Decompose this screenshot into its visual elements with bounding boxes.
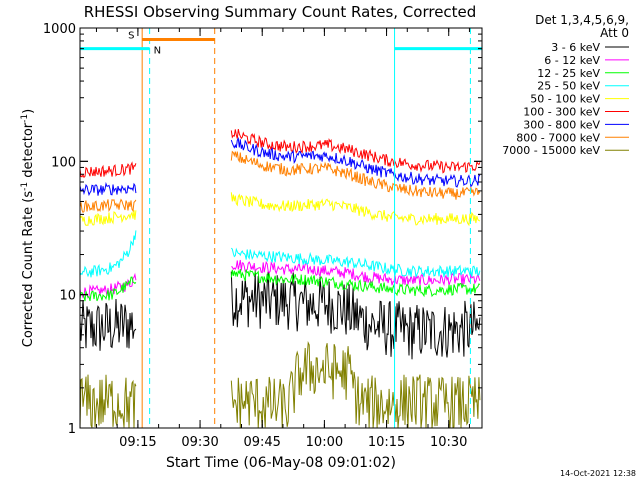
series-6-segment-1 xyxy=(230,136,481,188)
series-7-segment-0 xyxy=(80,198,137,214)
series-5-segment-0 xyxy=(80,161,137,179)
series-8 xyxy=(80,341,481,428)
legend-label-2: 12 - 25 keV xyxy=(537,67,600,80)
series-2-segment-0 xyxy=(80,276,137,302)
series-0-segment-0 xyxy=(80,298,137,351)
series-4 xyxy=(80,192,481,227)
footer-date: 14-Oct-2021 12:38 xyxy=(560,469,636,478)
y-axis-label-end: ) xyxy=(21,109,36,114)
legend-label-6: 300 - 800 keV xyxy=(523,118,600,131)
series-0-segment-1 xyxy=(230,271,481,360)
x-tick-label-1: 09:30 xyxy=(181,435,218,450)
series-8-segment-0 xyxy=(80,374,137,428)
legend-label-1: 6 - 12 keV xyxy=(544,54,600,67)
series-2-segment-1 xyxy=(230,268,481,298)
series-1 xyxy=(80,259,481,299)
series-4-segment-1 xyxy=(230,192,481,227)
y-tick-label-0: 1000 xyxy=(43,22,76,37)
y-axis-label: Corrected Count Rate (s-1 detector-1) xyxy=(20,109,36,347)
x-axis: 09:15 09:30 09:45 10:00 10:15 10:30 xyxy=(95,28,470,450)
series-1-segment-1 xyxy=(231,259,481,287)
y-axis-label-main: Corrected Count Rate (s xyxy=(21,191,36,348)
chart-title: RHESSI Observing Summary Count Rates, Co… xyxy=(84,3,477,21)
series-5-segment-1 xyxy=(230,128,481,174)
x-tick-label-0: 09:15 xyxy=(119,435,156,450)
legend-label-4: 50 - 100 keV xyxy=(530,93,600,106)
series-8-segment-1 xyxy=(230,341,481,428)
y-tick-label-2: 10 xyxy=(59,289,76,304)
y-axis-label-sup-2: -1 xyxy=(20,114,30,123)
x-tick-label-3: 10:00 xyxy=(306,435,343,450)
series-3-segment-1 xyxy=(230,247,481,278)
series-6-segment-0 xyxy=(80,181,137,197)
series-5 xyxy=(80,128,481,179)
y-tick-label-1: 100 xyxy=(51,155,76,170)
plot-frame xyxy=(79,27,483,429)
legend-header-line-1: Det 1,3,4,5,6,9, xyxy=(535,13,629,27)
legend-label-0: 3 - 6 keV xyxy=(551,41,600,54)
legend-label-8: 7000 - 15000 keV xyxy=(502,144,600,157)
series-1-segment-0 xyxy=(80,272,137,299)
x-tick-label-4: 10:15 xyxy=(368,435,405,450)
legend-label-3: 25 - 50 keV xyxy=(537,80,600,93)
series-4-segment-0 xyxy=(80,210,137,226)
series-7-segment-1 xyxy=(230,150,481,200)
flag-label-2: N xyxy=(154,46,161,57)
series-3 xyxy=(80,230,481,278)
series-7 xyxy=(80,150,481,214)
series-3-segment-0 xyxy=(80,230,137,278)
series-6 xyxy=(80,136,481,197)
y-axis-label-sup-1: -1 xyxy=(20,182,30,191)
legend-label-5: 100 - 300 keV xyxy=(523,106,600,119)
legend-label-7: 800 - 7000 keV xyxy=(516,131,600,144)
x-axis-label: Start Time (06-May-08 09:01:02) xyxy=(166,455,396,471)
legend-header-line-2: Att 0 xyxy=(600,26,629,40)
plot-area xyxy=(80,28,482,428)
series-0 xyxy=(80,271,481,360)
y-axis-label-mid: detector xyxy=(21,122,36,182)
y-axis: 1000 100 10 1 xyxy=(43,22,482,437)
x-tick-label-2: 09:45 xyxy=(243,435,280,450)
flag-label-1: S xyxy=(128,30,134,41)
x-tick-label-5: 10:30 xyxy=(430,435,467,450)
y-tick-label-3: 1 xyxy=(68,422,76,437)
series-2 xyxy=(80,268,481,302)
